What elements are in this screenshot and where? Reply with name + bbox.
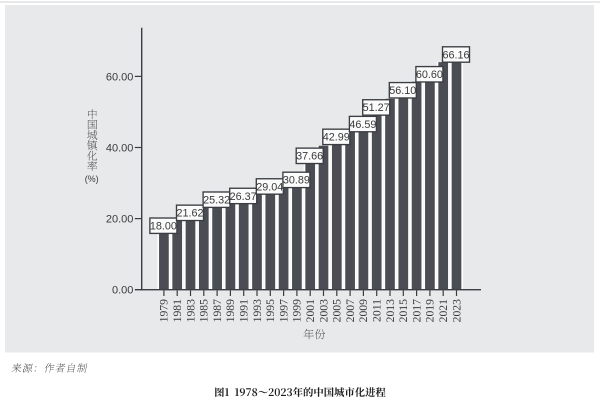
svg-text:2003: 2003: [317, 299, 330, 323]
svg-text:2015: 2015: [397, 299, 410, 323]
svg-text:20.00: 20.00: [106, 214, 134, 226]
svg-text:2007: 2007: [344, 299, 357, 323]
svg-text:1981: 1981: [171, 299, 184, 323]
svg-text:18.00: 18.00: [150, 221, 177, 233]
svg-text:37.66: 37.66: [296, 151, 323, 163]
svg-text:2019: 2019: [424, 299, 437, 323]
svg-text:2009: 2009: [357, 299, 370, 323]
svg-text:1987: 1987: [211, 299, 224, 323]
svg-text:46.59: 46.59: [349, 119, 376, 131]
svg-text:30.89: 30.89: [283, 175, 310, 187]
svg-text:1993: 1993: [251, 299, 264, 323]
svg-text:(%): (%): [85, 174, 99, 184]
svg-text:56.10: 56.10: [389, 85, 416, 97]
svg-text:2017: 2017: [410, 299, 423, 323]
svg-text:60.00: 60.00: [106, 71, 134, 83]
svg-text:26.37: 26.37: [230, 191, 257, 203]
svg-text:60.60: 60.60: [416, 69, 443, 81]
svg-text:1983: 1983: [184, 299, 197, 323]
svg-text:2005: 2005: [331, 299, 344, 323]
svg-text:25.32: 25.32: [203, 194, 230, 206]
svg-text:40.00: 40.00: [106, 142, 134, 154]
svg-text:1979: 1979: [158, 299, 171, 323]
svg-text:1999: 1999: [291, 299, 304, 323]
svg-text:1997: 1997: [277, 299, 290, 323]
svg-text:29.04: 29.04: [256, 181, 283, 193]
svg-text:2011: 2011: [371, 299, 384, 322]
svg-text:2023: 2023: [450, 299, 463, 323]
svg-text:66.16: 66.16: [442, 49, 469, 61]
svg-text:2013: 2013: [384, 299, 397, 323]
svg-text:1989: 1989: [224, 299, 237, 323]
svg-text:1985: 1985: [198, 299, 211, 323]
svg-text:51.27: 51.27: [363, 102, 390, 114]
svg-text:42.99: 42.99: [323, 132, 350, 144]
svg-text:2001: 2001: [304, 299, 317, 323]
svg-text:1995: 1995: [264, 299, 277, 323]
svg-text:21.62: 21.62: [176, 208, 203, 220]
svg-text:1991: 1991: [237, 299, 250, 323]
svg-text:2021: 2021: [437, 299, 450, 323]
svg-text:0.00: 0.00: [112, 285, 133, 297]
